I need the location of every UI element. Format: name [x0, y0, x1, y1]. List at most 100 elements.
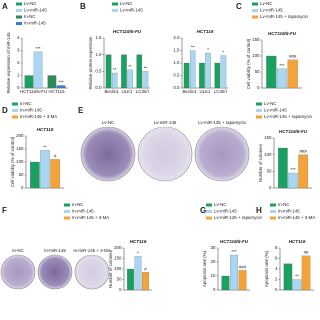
bar: [30, 161, 40, 189]
y-tick-label: 1.0: [95, 52, 102, 57]
y-tick-label: 100: [114, 266, 122, 271]
colony-plate: [137, 126, 193, 182]
panel-label: A: [2, 2, 8, 11]
y-tick-label: 0: [257, 85, 260, 90]
legend-swatch: [206, 216, 212, 220]
significance: *: [137, 251, 139, 256]
plate-rim: [38, 255, 72, 289]
legend-swatch: [252, 2, 258, 6]
plate-label: In-miR-145: [44, 248, 66, 253]
plate-rim: [75, 255, 109, 289]
plot-title: HCT116/5-FU: [268, 31, 297, 36]
y-tick-label: 100: [252, 53, 260, 58]
y-tick-label: 2: [17, 60, 20, 65]
legend-label: Lv-miR-145: [260, 8, 283, 13]
legend-swatch: [12, 102, 18, 106]
legend-label: In-NC: [20, 101, 31, 106]
significance: #: [144, 266, 147, 271]
bar: [105, 54, 112, 89]
bar: [136, 54, 143, 89]
legend-swatch: [252, 15, 258, 19]
y-tick-label: 50: [19, 172, 24, 177]
y-tick-label: 0: [269, 185, 272, 190]
significance: *: [223, 50, 225, 55]
legend-label: Lv-NC: [120, 1, 132, 6]
y-tick-label: 1.5: [95, 35, 102, 40]
y-tick-label: 150: [16, 146, 24, 151]
legend-label: Lv-NC: [264, 101, 276, 106]
y-tick-label: 20: [211, 259, 216, 264]
legend-swatch: [64, 210, 70, 213]
legend-label: Lv-miR-145: [120, 8, 143, 13]
y-axis-label: Relative protein expression: [88, 36, 93, 90]
y-tick-label: 0.0: [173, 85, 180, 90]
y-tick-label: 0: [21, 185, 24, 190]
bar: [230, 254, 238, 291]
significance: #: [54, 154, 57, 159]
legend-label: Lv-miR-145: [24, 8, 47, 13]
plot-title: HCT116: [197, 29, 214, 34]
bar: [40, 150, 50, 189]
x-tick-label: Beclin1: [182, 89, 197, 94]
y-tick-label: 100: [16, 159, 24, 164]
bar: [189, 50, 196, 89]
y-tick-label: 150: [114, 256, 122, 261]
colony-plate: [0, 254, 36, 290]
legend-swatch: [64, 216, 70, 220]
y-tick-label: 8: [275, 245, 278, 250]
legend-swatch: [112, 2, 118, 6]
bar: [33, 51, 43, 89]
y-axis-label: Number of colonies: [108, 249, 113, 288]
legend-swatch: [16, 15, 22, 19]
significance: *: [207, 47, 209, 52]
significance: ***: [279, 63, 284, 68]
legend-swatch: [256, 102, 262, 106]
panel-label: G: [200, 206, 206, 215]
legend-label: In-NC: [24, 14, 35, 19]
bar: [56, 85, 66, 89]
y-axis-label: Number of colonies: [258, 143, 263, 182]
plate-label: Lv-miR-145: [154, 120, 177, 125]
significance: **: [191, 45, 195, 50]
bar: [142, 71, 149, 89]
legend-label: In-NC: [72, 202, 83, 207]
significance: ###: [239, 265, 247, 270]
y-axis-label: Relative expression of miR-145: [6, 32, 11, 94]
legend-swatch: [252, 9, 258, 12]
legend-label: In-NC: [278, 202, 289, 207]
bar: [127, 69, 133, 89]
legend-swatch: [12, 115, 18, 119]
bar: [134, 256, 142, 291]
y-tick-label: 1: [17, 73, 20, 78]
x-tick-label: LC3II/I: [136, 89, 149, 94]
y-tick-label: 1.5: [173, 48, 180, 53]
bar: [24, 75, 34, 89]
plate-label: Lv-miR-145 + rapamycin: [198, 120, 247, 125]
significance: ###: [299, 149, 307, 154]
legend-swatch: [64, 203, 70, 207]
plot-title: HCT116/5-FU: [279, 129, 308, 134]
bar: [111, 72, 118, 89]
y-tick-label: 2.0: [173, 35, 180, 40]
legend-label: Lv-miR-145 + rapamycin: [260, 14, 309, 19]
y-tick-label: 4: [275, 266, 278, 271]
bar: [276, 68, 288, 89]
significance: **: [113, 67, 117, 72]
legend-label: Lv-miR-145 + rapamycin: [214, 215, 263, 220]
y-tick-label: 1.0: [173, 60, 180, 65]
legend-swatch: [12, 109, 18, 112]
y-tick-label: 200: [16, 133, 24, 138]
y-tick-label: 0.0: [95, 85, 102, 90]
significance: ***: [36, 46, 41, 51]
x-tick-label: Beclin1: [104, 89, 119, 94]
legend-label: In-miR-145: [24, 21, 46, 26]
legend-swatch: [270, 203, 276, 207]
plate-rim: [1, 255, 35, 289]
y-axis-label: Cell viability (% of control): [10, 136, 15, 187]
legend-label: In-miR-145: [278, 209, 300, 214]
panel-label: C: [236, 2, 242, 11]
plate-rim: [196, 128, 248, 180]
bar: [50, 159, 60, 189]
significance: **: [295, 274, 299, 279]
